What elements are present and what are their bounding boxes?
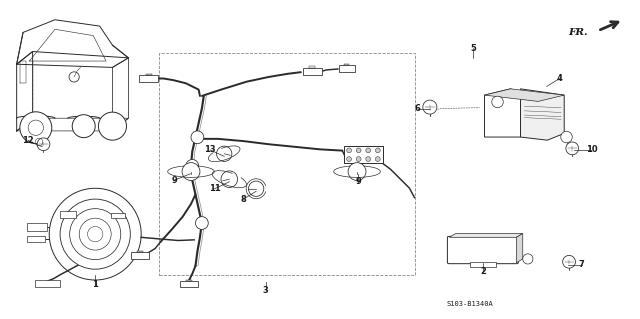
Text: 11: 11 bbox=[209, 184, 221, 193]
Ellipse shape bbox=[28, 120, 44, 135]
Bar bbox=[27, 236, 45, 242]
Ellipse shape bbox=[60, 199, 131, 269]
Ellipse shape bbox=[356, 148, 361, 153]
Ellipse shape bbox=[366, 148, 371, 153]
Ellipse shape bbox=[49, 188, 141, 280]
Text: 8: 8 bbox=[241, 195, 246, 204]
Bar bbox=[131, 252, 149, 259]
Text: 9: 9 bbox=[172, 176, 177, 185]
Ellipse shape bbox=[37, 138, 50, 151]
Polygon shape bbox=[520, 89, 564, 140]
Bar bbox=[140, 75, 159, 82]
Bar bbox=[60, 211, 76, 218]
Ellipse shape bbox=[348, 163, 366, 181]
Text: S103-B1340A: S103-B1340A bbox=[447, 301, 493, 307]
Bar bbox=[186, 279, 192, 281]
Text: 1: 1 bbox=[92, 280, 98, 289]
Bar bbox=[35, 279, 60, 286]
Polygon shape bbox=[484, 89, 564, 101]
Text: 2: 2 bbox=[480, 267, 486, 276]
Ellipse shape bbox=[79, 218, 111, 250]
Bar bbox=[303, 68, 322, 75]
Ellipse shape bbox=[376, 157, 380, 161]
Bar bbox=[137, 251, 143, 252]
Ellipse shape bbox=[423, 100, 437, 114]
Ellipse shape bbox=[182, 163, 200, 181]
Ellipse shape bbox=[347, 148, 351, 153]
Ellipse shape bbox=[186, 160, 198, 172]
Ellipse shape bbox=[88, 226, 103, 242]
Bar bbox=[111, 212, 125, 218]
Text: 4: 4 bbox=[557, 74, 563, 83]
Ellipse shape bbox=[561, 131, 572, 143]
Ellipse shape bbox=[99, 112, 127, 140]
Ellipse shape bbox=[356, 157, 361, 161]
Text: 12: 12 bbox=[22, 136, 34, 145]
Text: FR.: FR. bbox=[568, 28, 588, 37]
Text: 3: 3 bbox=[263, 286, 269, 295]
Ellipse shape bbox=[492, 96, 503, 108]
Bar bbox=[339, 65, 355, 71]
Ellipse shape bbox=[191, 131, 204, 144]
Ellipse shape bbox=[221, 171, 237, 188]
Ellipse shape bbox=[566, 142, 579, 155]
Text: 13: 13 bbox=[204, 145, 216, 154]
Ellipse shape bbox=[366, 157, 371, 161]
FancyBboxPatch shape bbox=[447, 236, 518, 264]
Ellipse shape bbox=[347, 157, 351, 161]
Ellipse shape bbox=[70, 209, 121, 260]
Ellipse shape bbox=[376, 148, 380, 153]
Text: 5: 5 bbox=[470, 44, 476, 53]
Text: 6: 6 bbox=[415, 104, 420, 113]
Ellipse shape bbox=[248, 181, 264, 197]
Bar bbox=[310, 66, 316, 68]
Ellipse shape bbox=[20, 112, 52, 144]
Bar bbox=[146, 74, 152, 75]
Bar bbox=[470, 263, 495, 268]
Polygon shape bbox=[484, 89, 520, 137]
Bar bbox=[159, 53, 415, 275]
Bar bbox=[27, 223, 47, 231]
Ellipse shape bbox=[216, 146, 232, 161]
Bar bbox=[180, 281, 198, 287]
Ellipse shape bbox=[523, 254, 533, 264]
Bar bbox=[344, 64, 349, 65]
Text: 9: 9 bbox=[355, 177, 361, 186]
Ellipse shape bbox=[563, 256, 575, 268]
Bar bbox=[344, 146, 383, 163]
Polygon shape bbox=[516, 234, 523, 263]
Polygon shape bbox=[449, 234, 523, 237]
Text: 7: 7 bbox=[579, 260, 585, 270]
Text: 10: 10 bbox=[586, 145, 597, 154]
Ellipse shape bbox=[72, 115, 95, 137]
Ellipse shape bbox=[195, 217, 208, 229]
